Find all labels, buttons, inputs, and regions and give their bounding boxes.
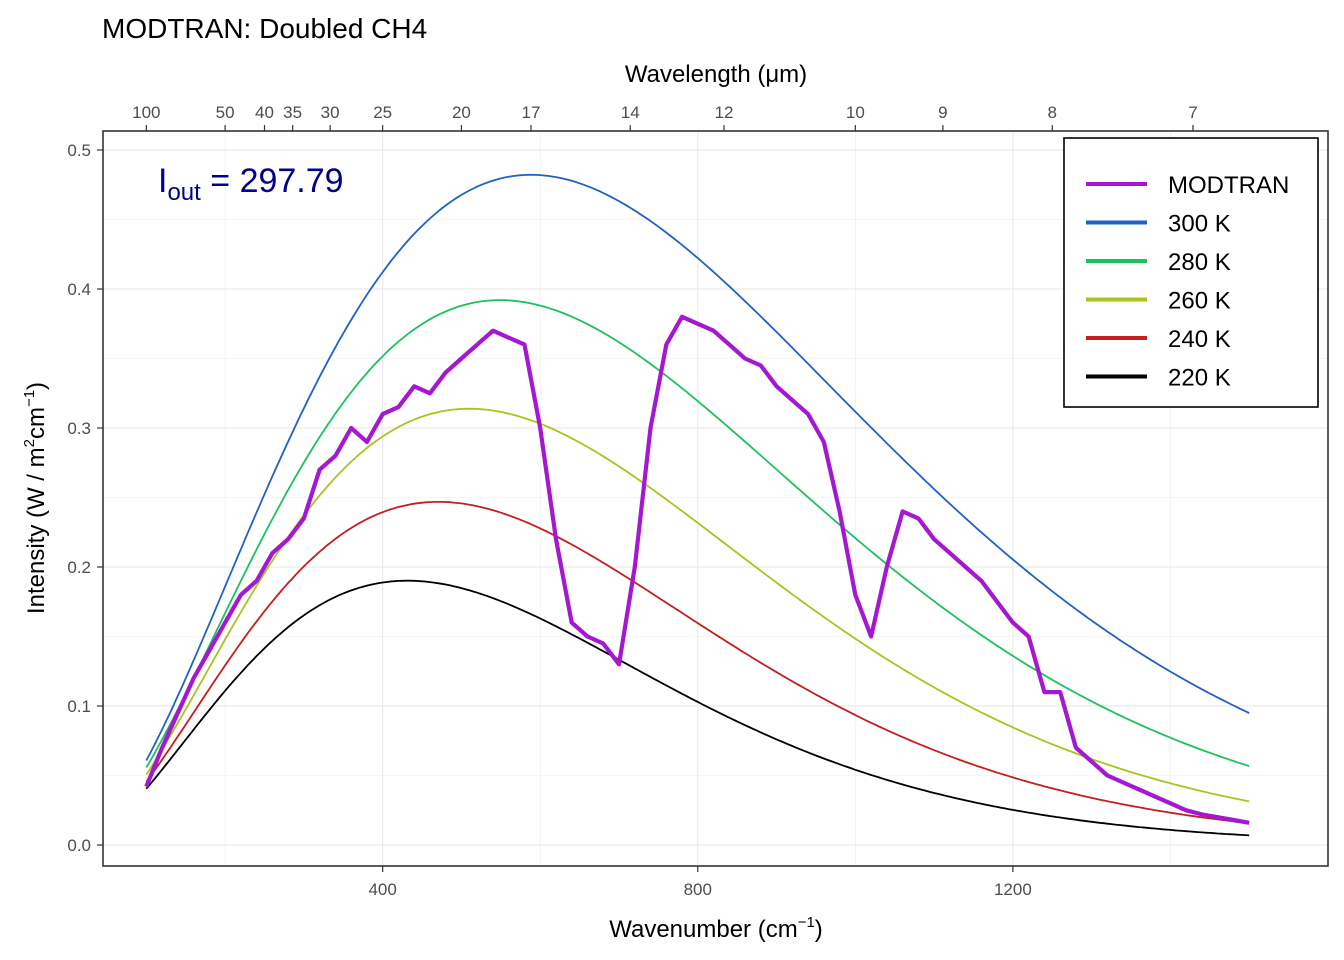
x2-tick-label: 7 [1188,103,1197,122]
y-tick-label: 0.0 [67,836,91,855]
y-axis-title-suffix: ) [23,382,50,390]
y-axis-title: Intensity (W / m2cm−1) [21,382,50,614]
iout-equals: = [201,162,240,200]
x2-tick-label: 12 [715,103,734,122]
x2-axis-title: Wavelength (μm) [625,61,807,88]
y-tick-label: 0.1 [67,697,91,716]
iout-subscript: out [167,179,201,206]
x2-tick-label: 35 [283,103,302,122]
y-axis-title-text: Intensity (W / m [23,447,50,614]
y-tick-label: 0.4 [67,280,91,299]
y-tick-label: 0.5 [67,141,91,160]
x2-tick-label: 30 [321,103,340,122]
x2-tick-label: 10 [846,103,865,122]
x-tick-label: 400 [368,880,396,899]
x-tick-label: 1200 [994,880,1032,899]
series-line-220-k [145,579,1250,837]
series-line-modtran [144,314,1250,825]
legend-label: 300 K [1168,211,1231,238]
y-axis-title-sup1: 2 [21,439,38,447]
series-line-280-k [145,299,1250,769]
x2-tick-label: 9 [938,103,947,122]
x-axis-title: Wavenumber (cm−1) [609,914,823,943]
series-layer [144,173,1250,837]
x-tick-label: 800 [684,880,712,899]
legend-label: 280 K [1168,249,1231,276]
x2-tick-label: 25 [373,103,392,122]
iout-annotation: Iout = 297.79 [158,162,344,206]
legend-label: MODTRAN [1168,172,1289,199]
iout-value: 297.79 [240,162,344,200]
iout-symbol: I [158,162,167,200]
x2-tick-label: 17 [521,103,540,122]
series-line-300-k [145,173,1250,761]
x2-tick-label: 20 [452,103,471,122]
x-axis-top: 100 50 40 35 30 25 20 17 14 12 10 9 8 7 [132,103,1198,131]
x-axis-bottom: 400 800 1200 [368,866,1032,899]
y-axis-left: 0.0 0.1 0.2 0.3 0.4 0.5 [67,141,103,855]
legend: MODTRAN 300 K 280 K 260 K 240 K 220 K [1063,137,1319,408]
x2-tick-label: 100 [132,103,160,122]
x2-tick-label: 40 [255,103,274,122]
series-line-240-k [145,501,1250,825]
x-axis-title-sup: −1 [798,914,815,931]
x2-tick-label: 8 [1048,103,1057,122]
x-axis-title-text: Wavenumber (cm [609,916,797,943]
legend-label: 240 K [1168,326,1231,353]
y-tick-label: 0.3 [67,419,91,438]
x2-tick-label: 50 [216,103,235,122]
y-tick-label: 0.2 [67,558,91,577]
x-axis-title-suffix: ) [815,916,823,943]
plot-border [102,130,1329,867]
legend-label: 260 K [1168,288,1231,315]
y-axis-title-mid: cm [23,407,50,439]
chart-title: MODTRAN: Doubled CH4 [102,13,427,44]
legend-label: 220 K [1168,365,1231,392]
x2-tick-label: 14 [621,103,640,122]
y-axis-title-sup2: −1 [21,390,38,407]
series-line-260-k [145,407,1250,803]
